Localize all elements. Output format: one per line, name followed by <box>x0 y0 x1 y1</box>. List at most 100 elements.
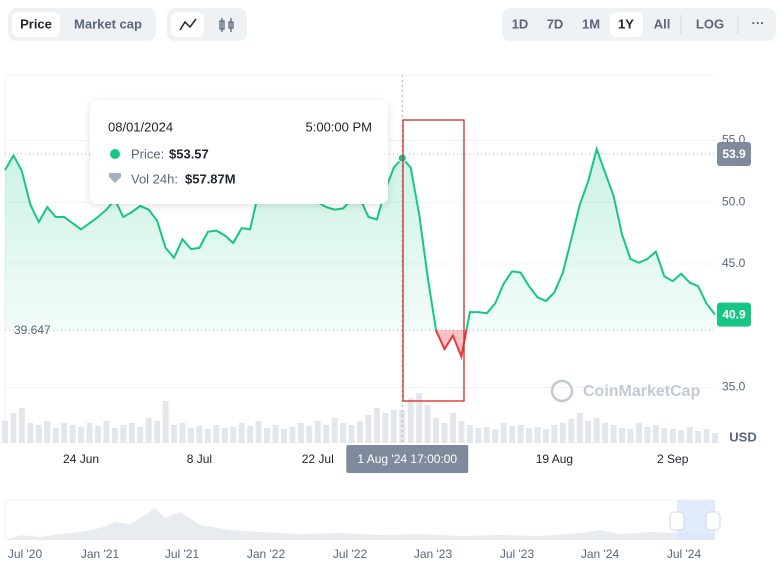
volume-bar <box>585 421 592 443</box>
tab-selected[interactable] <box>12 12 60 37</box>
volume-bar <box>509 425 516 443</box>
tooltip-price-dot <box>110 149 120 159</box>
high-badge <box>717 142 751 167</box>
volume-bar <box>373 407 380 443</box>
volume-bar <box>213 425 220 443</box>
navigator-label: Jul '21 <box>165 547 200 561</box>
volume-bar <box>652 425 659 443</box>
candle-icon[interactable] <box>219 18 234 32</box>
volume-bar <box>517 425 524 443</box>
volume-bar <box>145 417 152 443</box>
volume-bar <box>2 421 8 443</box>
range-button[interactable]: 1D <box>512 16 529 31</box>
more-button[interactable]: ··· <box>752 15 765 30</box>
navigator-area <box>5 508 715 540</box>
navigator-handle[interactable] <box>669 511 685 531</box>
volume-bar <box>154 421 161 443</box>
navigator-label: Jul '22 <box>333 547 368 561</box>
volume-bar <box>44 421 51 443</box>
volume-bar <box>576 413 583 443</box>
volume-bar <box>103 421 110 443</box>
navigator-handle[interactable] <box>705 511 721 531</box>
navigator-label: Jul '20 <box>8 547 43 561</box>
navigator-label: Jan '22 <box>247 547 286 561</box>
volume-bar <box>458 421 465 443</box>
volume-bar <box>661 427 668 443</box>
volume-bar <box>204 429 211 443</box>
volume-bar <box>196 425 203 443</box>
volume-bar <box>526 427 533 443</box>
volume-bar <box>78 427 85 443</box>
y-tick-label: 45.0 <box>722 256 746 270</box>
volume-bar <box>171 425 178 443</box>
annotation-box <box>402 119 465 402</box>
volume-bar <box>551 425 558 443</box>
volume-bar <box>695 431 702 443</box>
crosshair-label: 1 Aug '24 17:00:00 <box>357 452 457 466</box>
tooltip-volume-icon <box>109 173 121 183</box>
navigator-label: Jan '21 <box>81 547 120 561</box>
tooltip <box>90 100 388 204</box>
navigator-labels: Jul '20 Jan '21 Jul '21 Jan '22 Jul '22 Jan '… <box>8 547 702 561</box>
volume-bar <box>678 429 685 443</box>
navigator-label: Jul '24 <box>667 547 702 561</box>
volume-bar <box>61 423 68 443</box>
volume-bar <box>433 417 440 443</box>
volume-bar <box>712 433 718 443</box>
navigator-label: Jan '24 <box>581 547 620 561</box>
tooltip-volume: $57.87M <box>185 171 236 186</box>
volume-bar <box>610 425 617 443</box>
volume-bar <box>230 427 237 443</box>
area-up <box>5 149 715 331</box>
volume-bar <box>627 429 634 443</box>
volume-bar <box>669 429 676 443</box>
x-tick-label: 2 Sep <box>657 452 689 466</box>
volume-bar <box>390 409 397 443</box>
volume-bar <box>10 413 17 443</box>
volume-bar <box>289 427 296 443</box>
x-tick-label: 22 Jul <box>302 452 334 466</box>
volume-bar <box>416 393 423 443</box>
crosshair-label-box <box>346 445 469 473</box>
volume-bar <box>703 429 710 443</box>
volume-bar <box>69 425 76 443</box>
volume-bar <box>27 423 34 443</box>
range-button[interactable]: 7D <box>547 16 564 31</box>
highlight-point <box>397 153 407 163</box>
volume-bar <box>86 423 93 443</box>
volume-bar <box>559 423 566 443</box>
volume-bar <box>348 425 355 443</box>
volume-bar <box>357 421 363 443</box>
volume-bar <box>619 427 626 443</box>
tooltip-price: $53.57 <box>169 146 209 161</box>
volume-bar <box>382 413 389 443</box>
volume-bar <box>35 425 42 443</box>
y-tick-label: 35.0 <box>722 380 746 394</box>
x-tick-label: 19 Aug <box>536 452 573 466</box>
range-button[interactable]: 1Y <box>618 16 634 31</box>
last-badge <box>717 302 751 327</box>
log-button[interactable]: LOG <box>696 16 724 31</box>
volume-bar <box>483 427 490 443</box>
volume-bar <box>94 425 101 443</box>
range-button[interactable]: 1M <box>582 16 600 31</box>
volume-bar <box>255 421 262 443</box>
volume-bar <box>297 423 304 443</box>
range-selected[interactable] <box>610 12 643 37</box>
volume-bar <box>635 423 642 443</box>
tab[interactable]: Price <box>20 16 52 31</box>
range-button[interactable]: All <box>654 16 671 31</box>
tab[interactable]: Market cap <box>74 16 142 31</box>
volume-bar <box>340 423 347 443</box>
volume-bar <box>407 397 414 443</box>
y-tick-label: 50.0 <box>722 194 746 208</box>
watermark-logo <box>550 379 574 403</box>
volume-bar <box>179 423 186 443</box>
x-tick-label: 24 Jun <box>63 452 99 466</box>
volume-bar <box>475 427 482 443</box>
volume-bar <box>500 423 507 443</box>
tooltip-time: 5:00:00 PM <box>306 119 373 134</box>
volume-bar <box>424 405 431 443</box>
volume-bar <box>441 423 448 443</box>
